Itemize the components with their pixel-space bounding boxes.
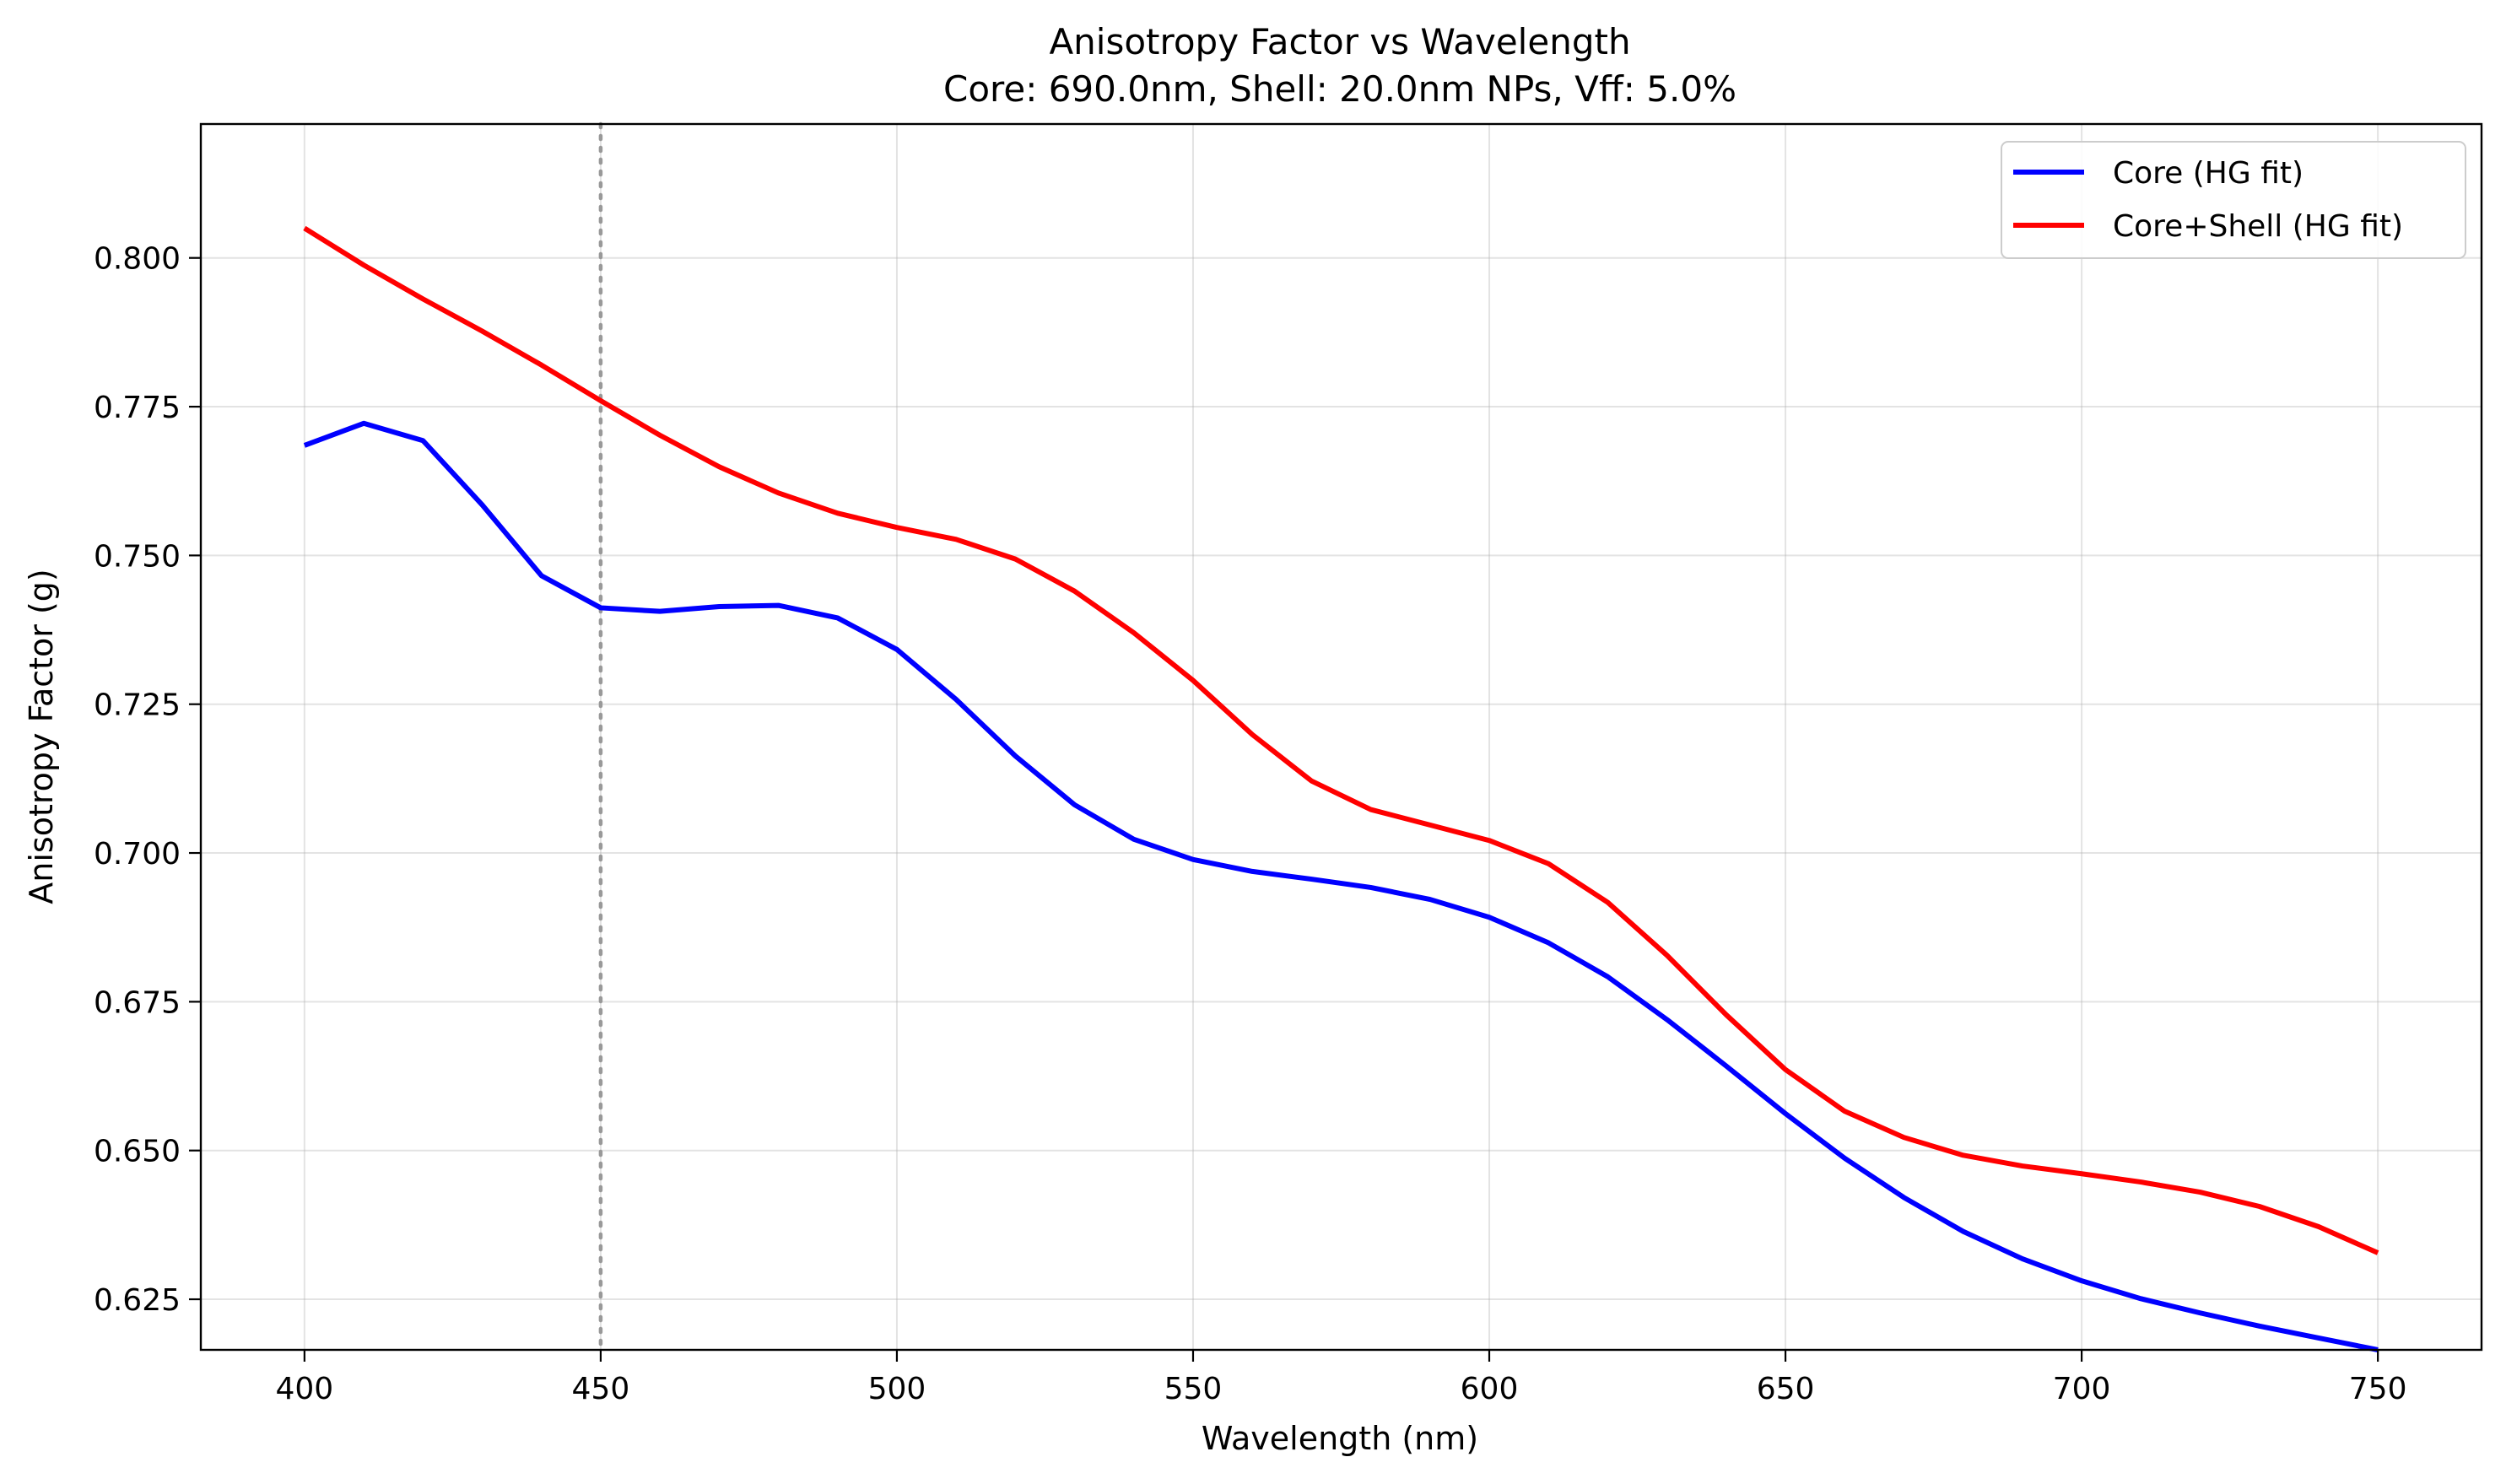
series-line-core: [303, 420, 2379, 1352]
legend-label-core-shell: Core+Shell (HG fit): [2113, 209, 2403, 244]
y-tick-label: 0.675: [94, 985, 181, 1020]
legend-box: [2001, 141, 2466, 259]
y-tick-label: 0.625: [94, 1283, 181, 1318]
x-tick-label: 600: [1461, 1372, 1519, 1406]
x-tick-label: 650: [1757, 1372, 1815, 1406]
y-axis-label: Anisotropy Factor (g): [23, 569, 60, 904]
chart-subtitle: Core: 690.0nm, Shell: 20.0nm NPs, Vff: 5…: [943, 68, 1736, 110]
x-tick-label: 500: [868, 1372, 926, 1406]
y-tick-label: 0.650: [94, 1135, 181, 1169]
chart-title: Anisotropy Factor vs Wavelength: [1049, 21, 1630, 62]
x-tick-label: 400: [276, 1372, 334, 1406]
y-tick-label: 0.700: [94, 837, 181, 872]
legend-label-core: Core (HG fit): [2113, 156, 2303, 191]
x-axis-label: Wavelength (nm): [1202, 1420, 1478, 1457]
x-tick-label: 550: [1164, 1372, 1223, 1406]
legend: Core (HG fit) Core+Shell (HG fit): [2001, 141, 2466, 259]
y-tick-label: 0.800: [94, 242, 181, 277]
series-lines: [303, 225, 2379, 1352]
y-tick-label: 0.750: [94, 539, 181, 574]
plot-area-frame: [199, 122, 2483, 1352]
y-tick-label: 0.775: [94, 391, 181, 425]
x-tick-label: 700: [2053, 1372, 2111, 1406]
y-tick-label: 0.725: [94, 688, 181, 723]
series-line-core-shell: [303, 225, 2379, 1255]
x-axis-ticks: 400 450 500 550 600 650 700 750: [276, 1350, 2407, 1406]
x-tick-label: 750: [2349, 1372, 2407, 1406]
grid: [201, 124, 2482, 1350]
y-axis-ticks: 0.625 0.650 0.675 0.700 0.725 0.750 0.775 0.800: [94, 242, 201, 1318]
x-tick-label: 450: [572, 1372, 630, 1406]
